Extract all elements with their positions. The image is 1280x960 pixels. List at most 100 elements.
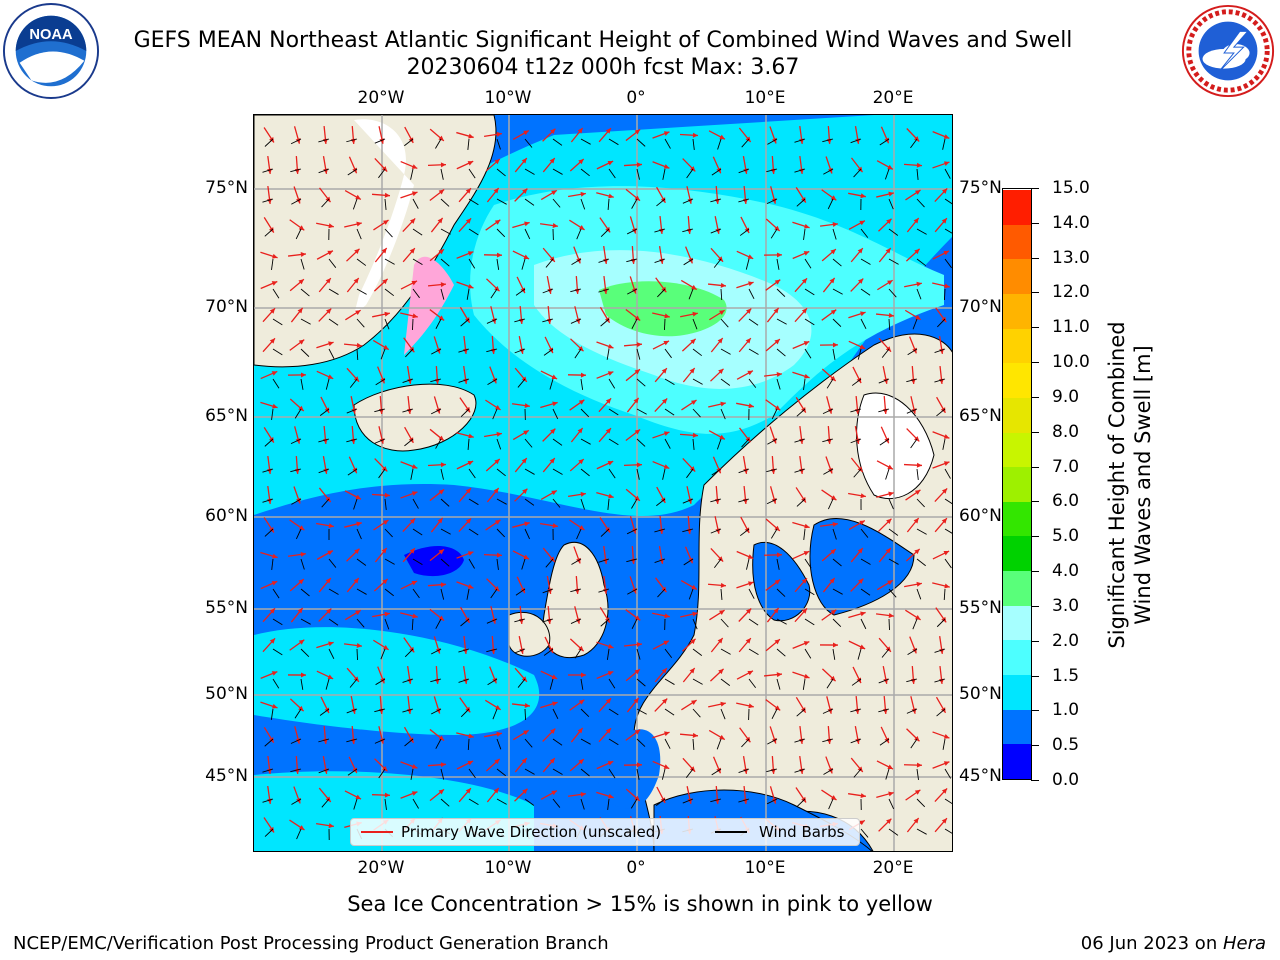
wave-direction-arrowhead [494, 758, 500, 765]
wave-direction-arrowhead [327, 674, 334, 679]
wind-barb [576, 528, 582, 540]
wave-direction-arrowhead [549, 256, 555, 262]
wave-direction-arrowhead [438, 615, 445, 621]
wind-barb [608, 438, 619, 446]
wave-direction-arrowhead [411, 280, 418, 286]
wind-barb [262, 498, 274, 503]
wind-barb [664, 138, 671, 149]
wave-direction-arrowhead [580, 491, 586, 497]
wave-direction-arrowhead [412, 313, 418, 319]
wind-barb [796, 408, 806, 417]
colorbar-tick-label: 3.0 [1052, 595, 1080, 616]
wind-barb [496, 258, 500, 270]
wind-barb [888, 258, 899, 265]
wave-direction-arrowhead [465, 488, 471, 494]
wind-barb [888, 528, 899, 536]
wave-direction-arrowhead [605, 428, 611, 434]
wind-barb [606, 648, 610, 660]
wave-direction-arrowhead [411, 491, 418, 496]
colorbar-segment [1003, 328, 1031, 364]
wind-barb [711, 168, 722, 176]
wave-direction-arrowhead [634, 129, 641, 135]
wave-direction-arrowhead [804, 373, 810, 379]
wave-direction-arrowhead [860, 311, 866, 317]
wave-direction-arrowhead [298, 705, 304, 712]
wind-barb [496, 528, 505, 538]
wave-direction-arrowhead [272, 403, 278, 409]
wave-direction-arrowhead [552, 401, 558, 407]
wave-direction-arrowhead [381, 547, 387, 554]
wave-direction-arrowhead [801, 496, 806, 503]
wind-barb [325, 678, 330, 690]
wave-direction-arrowhead [941, 188, 948, 194]
wave-direction-arrowhead [467, 760, 474, 766]
wind-barb [460, 618, 470, 627]
wave-direction-arrowhead [271, 671, 278, 676]
wave-direction-arrowhead [803, 641, 810, 646]
wind-barb [374, 438, 386, 444]
wind-barb [440, 588, 445, 600]
wave-direction-arrowhead [607, 671, 614, 676]
wind-barb [888, 828, 899, 836]
wave-direction-arrowhead [661, 286, 667, 293]
wind-barb [435, 738, 442, 749]
wave-direction-arrowhead [690, 638, 696, 645]
wind-barb [878, 378, 890, 384]
wave-height-map[interactable] [253, 114, 953, 852]
wind-barb [916, 768, 919, 780]
wave-direction-arrowhead [409, 518, 416, 524]
wave-direction-arrowhead [941, 218, 947, 224]
wind-barb [514, 318, 526, 323]
wave-direction-arrowhead [857, 166, 863, 173]
wind-barb [936, 408, 946, 417]
wave-direction-arrowhead [803, 673, 810, 679]
wind-barb [496, 468, 506, 477]
wind-barb [916, 198, 925, 208]
wave-direction-arrowhead [411, 791, 418, 796]
wind-barb [832, 618, 842, 628]
wind-barb [574, 348, 582, 359]
wind-barb [794, 768, 806, 773]
wind-barb [692, 438, 695, 450]
lon-tick-label: 0° [626, 858, 646, 878]
wind-barb [656, 498, 666, 507]
colorbar-tick-label: 14.0 [1052, 212, 1090, 233]
lat-tick-label: 65°N [205, 406, 248, 426]
wind-barb [803, 228, 806, 240]
wind-barb [636, 678, 646, 687]
wave-direction-arrowhead [692, 432, 698, 438]
wind-barb [440, 558, 450, 567]
wind-barb [720, 618, 729, 628]
wind-barb [384, 258, 395, 265]
wind-barb [627, 288, 638, 295]
wave-direction-arrowhead [383, 644, 389, 650]
wind-barb [851, 678, 862, 686]
wave-direction-arrowhead [857, 766, 863, 772]
wave-direction-arrowhead [745, 436, 751, 443]
wave-direction-arrowhead [747, 254, 754, 259]
wind-barb [524, 708, 527, 721]
wind-barb [574, 648, 582, 659]
wind-barb [832, 228, 837, 240]
wave-direction-arrowhead [804, 223, 810, 229]
lat-tick-label: 45°N [959, 766, 1002, 786]
wind-barb [888, 588, 897, 598]
wind-barb [580, 138, 591, 145]
wind-barb [598, 558, 610, 563]
wind-barb [458, 678, 470, 683]
colorbar-tick-label: 7.0 [1052, 456, 1080, 477]
wave-direction-arrowhead [914, 190, 921, 195]
wind-barb [580, 378, 584, 390]
wind-barb [934, 648, 946, 653]
wind-barb [916, 258, 927, 267]
colorbar [1002, 188, 1032, 780]
wind-barb [828, 498, 834, 510]
wave-direction-arrowhead [467, 161, 474, 166]
wave-direction-arrowhead [914, 735, 920, 742]
wind-barb [626, 258, 638, 263]
wave-direction-arrowhead [327, 250, 333, 256]
wind-barb [776, 588, 786, 597]
wave-direction-arrowhead [438, 735, 445, 741]
wind-barb [776, 678, 781, 690]
wave-direction-arrowhead [941, 316, 947, 323]
